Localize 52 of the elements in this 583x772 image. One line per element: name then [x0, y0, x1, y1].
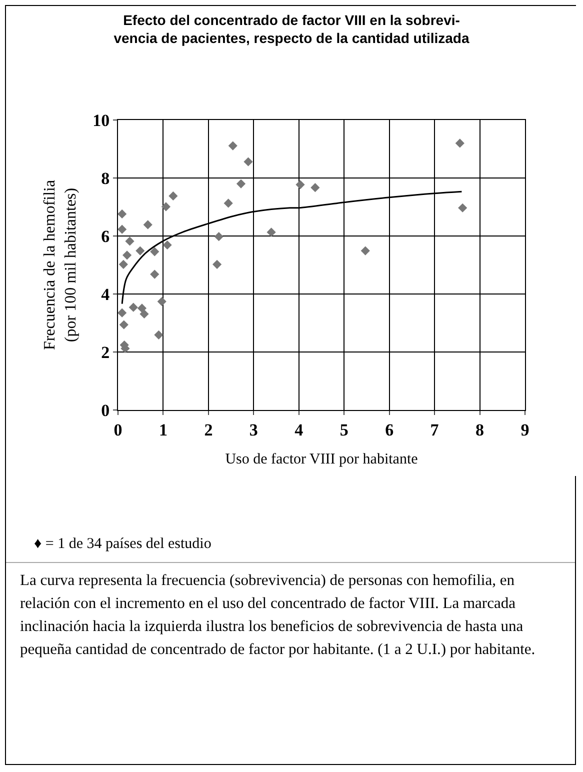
y-tick-label: 8: [101, 168, 110, 188]
y-axis-title: Frecuencia de la hemofilia (por 100 mil habitantes): [42, 180, 80, 350]
x-tick-label: 6: [385, 420, 394, 440]
point: [161, 202, 170, 212]
point: [157, 296, 166, 306]
point: [224, 198, 233, 208]
point: [228, 141, 238, 150]
point: [143, 220, 152, 230]
point: [137, 304, 147, 313]
point: [244, 157, 253, 166]
x-tick-label: 9: [520, 420, 530, 440]
point: [140, 309, 149, 319]
point: [128, 302, 138, 312]
x-tick-label: 2: [204, 420, 213, 440]
point: [214, 232, 224, 242]
point: [168, 191, 178, 201]
y-tick-label: 2: [101, 342, 110, 362]
x-tick-label: 8: [476, 420, 484, 440]
point: [212, 260, 222, 269]
x-axis-title: Uso de factor VIII por habitante: [225, 451, 418, 468]
chart-title: Efecto del concentrado de factor VIII en la sobrevi- vencia de pacientes, respecto de la cantidad utilizada: [114, 12, 470, 46]
point: [296, 180, 305, 190]
x-tick-label: 4: [294, 420, 304, 440]
point: [266, 228, 276, 237]
y-tick-label: 4: [101, 284, 110, 304]
point: [118, 209, 127, 219]
x-tick-label: 1: [158, 420, 168, 440]
point: [118, 224, 127, 234]
point: [136, 246, 145, 256]
point: [360, 246, 370, 256]
point: [154, 330, 164, 340]
point: [122, 250, 132, 260]
point: [150, 247, 160, 256]
point: [118, 260, 128, 269]
y-tick-label: 6: [101, 226, 110, 246]
point: [310, 183, 320, 192]
point: [162, 240, 172, 250]
y-tick-label: 10: [92, 110, 110, 130]
x-tick-label: 0: [114, 420, 122, 440]
x-tick-label: 7: [430, 420, 440, 440]
point: [455, 138, 464, 148]
point: [118, 308, 127, 318]
point: [119, 320, 128, 330]
x-tick-label: 3: [249, 420, 258, 440]
text: ♦ = 1 de 34 países del estudio: [34, 536, 212, 553]
point: [150, 270, 160, 279]
point: [458, 203, 468, 212]
point: [125, 236, 134, 246]
y-tick-label: 0: [101, 400, 110, 420]
x-tick-label: 5: [340, 420, 348, 440]
point: [236, 179, 246, 188]
text: La curva representa la frecuencia (sobrevivencia) de personas con hemofilia, en relación con el incremento en el uso del concentrado de factor VIII. La marcada inclinación hacia la izquierda ilustra los beneficios de sobrevivencia de hasta una pequeña cantidad de concentrado de factor por habitante. (1 a 2 U.I.) por habitante.: [20, 571, 536, 660]
